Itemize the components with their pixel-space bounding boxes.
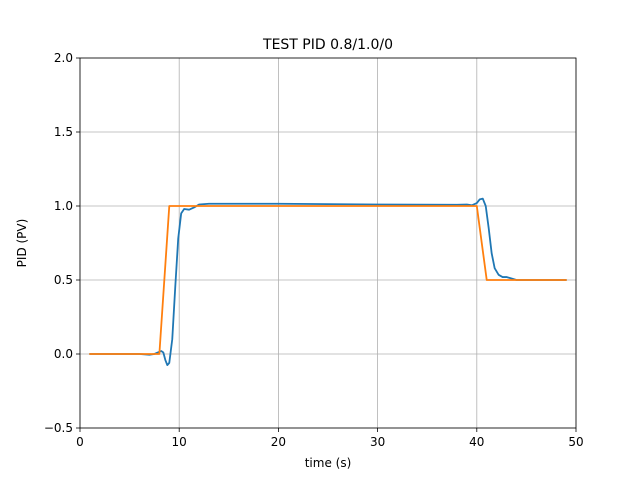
ticks: 0 10 20 30 40 50 −0.5 0.0 0.5 1.0 1.5 2.0 [44, 51, 584, 449]
x-tick-label: 0 [76, 435, 84, 449]
y-tick-label: 1.0 [54, 199, 73, 213]
series-line-1 [89, 197, 567, 367]
y-tick-label: −0.5 [44, 421, 73, 435]
y-tick-label: 1.5 [54, 125, 73, 139]
x-tick-label: 20 [271, 435, 286, 449]
x-axis-label: time (s) [305, 456, 352, 470]
series-layer [89, 197, 567, 367]
x-tick-label: 50 [568, 435, 583, 449]
x-tick-label: 40 [469, 435, 484, 449]
axes-frame [79, 57, 577, 429]
x-tick-label: 10 [172, 435, 187, 449]
y-tick-label: 2.0 [54, 51, 73, 65]
grid [79, 57, 577, 429]
series-line-2 [89, 205, 567, 355]
y-tick-label: 0.5 [54, 273, 73, 287]
y-tick-label: 0.0 [54, 347, 73, 361]
x-tick-label: 30 [370, 435, 385, 449]
chart-title: TEST PID 0.8/1.0/0 [262, 37, 393, 53]
y-axis-label: PID (PV) [15, 219, 29, 268]
